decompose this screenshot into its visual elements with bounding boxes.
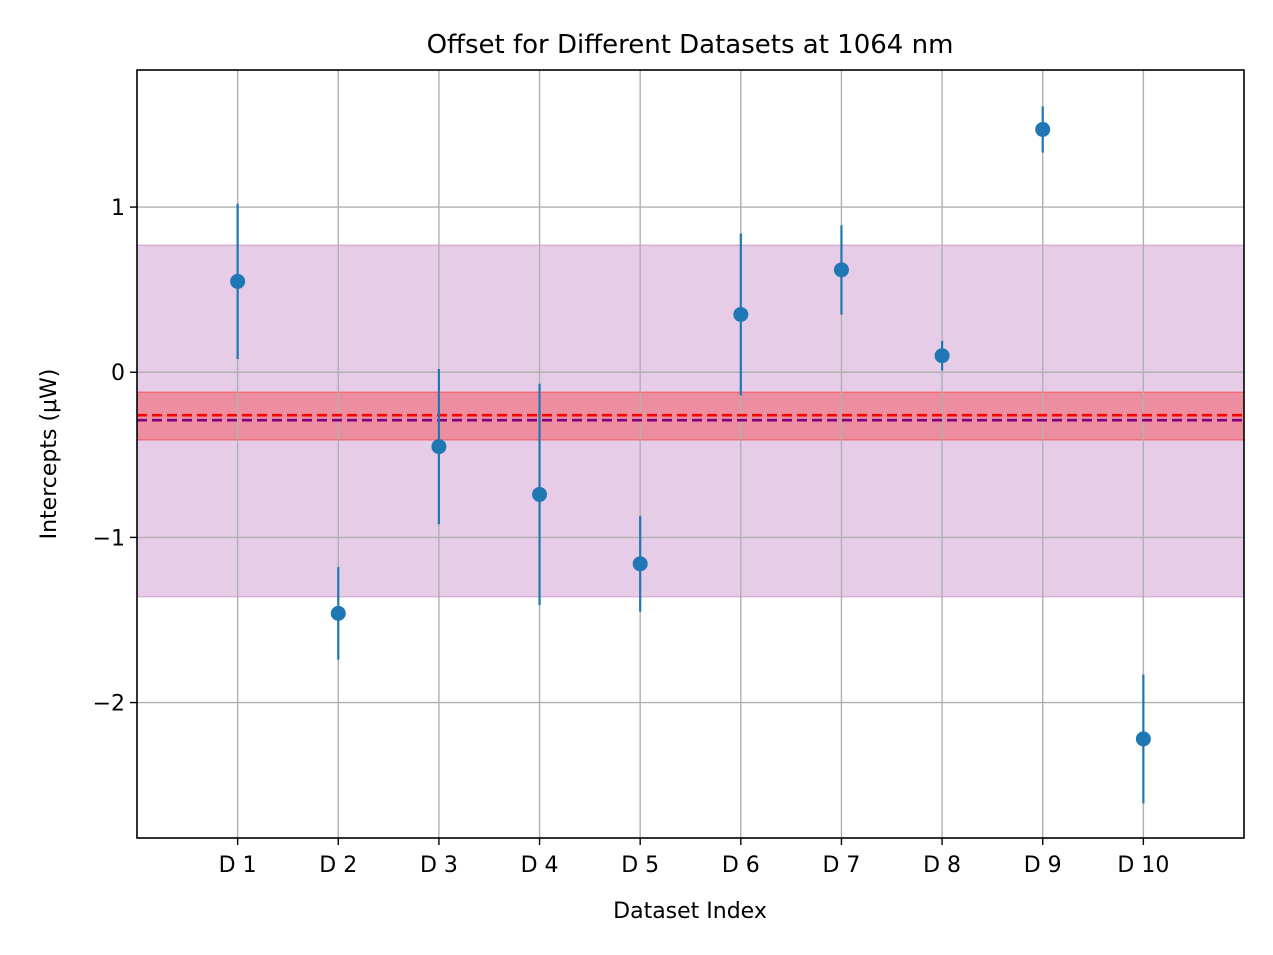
data-point — [230, 273, 246, 289]
data-point — [934, 348, 950, 364]
data-point — [532, 486, 548, 502]
y-tick-label: 1 — [111, 196, 125, 221]
x-axis-label: Dataset Index — [613, 899, 767, 924]
x-tick-label: D 2 — [319, 853, 357, 878]
x-tick-label: D 1 — [219, 853, 257, 878]
data-point — [1035, 121, 1051, 137]
data-point — [833, 262, 849, 278]
data-point — [1135, 731, 1151, 747]
x-tick-label: D 6 — [722, 853, 760, 878]
ticks-layer: D 1 D 2 D 3 D 4 D 5 D 6 D 7 D 8 D 9 D 10 1 0 −1 −2 — [93, 196, 1170, 878]
y-tick-label: −2 — [93, 692, 125, 717]
y-tick-label: −1 — [93, 526, 125, 551]
x-tick-label: D 9 — [1024, 853, 1062, 878]
reference-lines-layer — [137, 413, 1244, 422]
x-tick-label: D 10 — [1117, 853, 1169, 878]
data-point — [431, 439, 447, 455]
data-point — [632, 556, 648, 572]
data-point — [330, 605, 346, 621]
y-tick-label: 0 — [111, 361, 125, 386]
x-tick-label: D 8 — [923, 853, 961, 878]
plot-frame — [136, 69, 1245, 839]
x-tick-label: D 3 — [420, 853, 458, 878]
data-points-layer — [230, 106, 1151, 804]
x-tick-label: D 5 — [621, 853, 659, 878]
chart-title: Offset for Different Datasets at 1064 nm — [427, 30, 954, 60]
x-tick-label: D 7 — [822, 853, 860, 878]
y-axis-label: Intercepts (μW) — [37, 369, 62, 540]
data-point — [733, 306, 749, 322]
x-tick-label: D 4 — [521, 853, 559, 878]
